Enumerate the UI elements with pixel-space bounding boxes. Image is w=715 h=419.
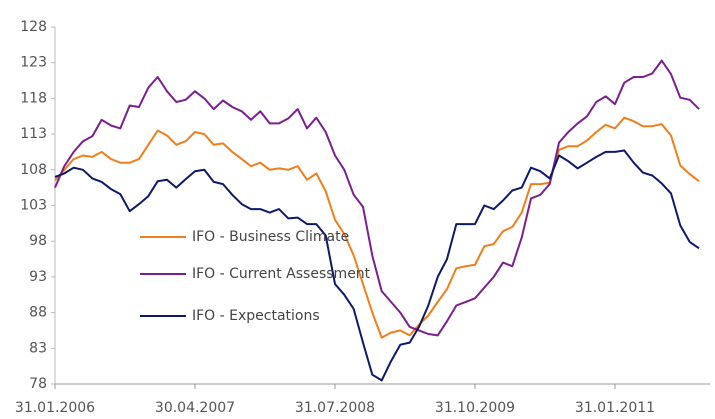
x-tick-label: 30.04.2007 [155,400,235,416]
y-tick-label: 78 [29,376,47,392]
y-tick-label: 113 [20,126,47,142]
x-tick-label: 31.07.2008 [295,400,375,416]
x-tick-label: 31.01.2006 [15,400,95,416]
y-tick-label: 88 [29,305,47,321]
y-tick-label: 128 [20,19,47,35]
y-tick-label: 108 [20,162,47,178]
series-line [54,59,700,337]
legend-label: IFO - Business Climate [192,229,349,245]
y-tick-label: 123 [20,55,47,71]
y-tick-label: 83 [29,340,47,356]
legend-label: IFO - Current Assessment [192,266,371,282]
series-line [54,116,700,339]
y-tick-label: 98 [29,233,47,249]
legend-label: IFO - Expectations [192,308,320,324]
y-tick-label: 103 [20,198,47,214]
series-line [54,149,700,382]
y-tick-label: 93 [29,269,47,285]
y-tick-label: 118 [20,90,47,106]
x-tick-label: 31.10.2009 [435,400,515,416]
x-tick-label: 31.01.2011 [575,400,655,416]
